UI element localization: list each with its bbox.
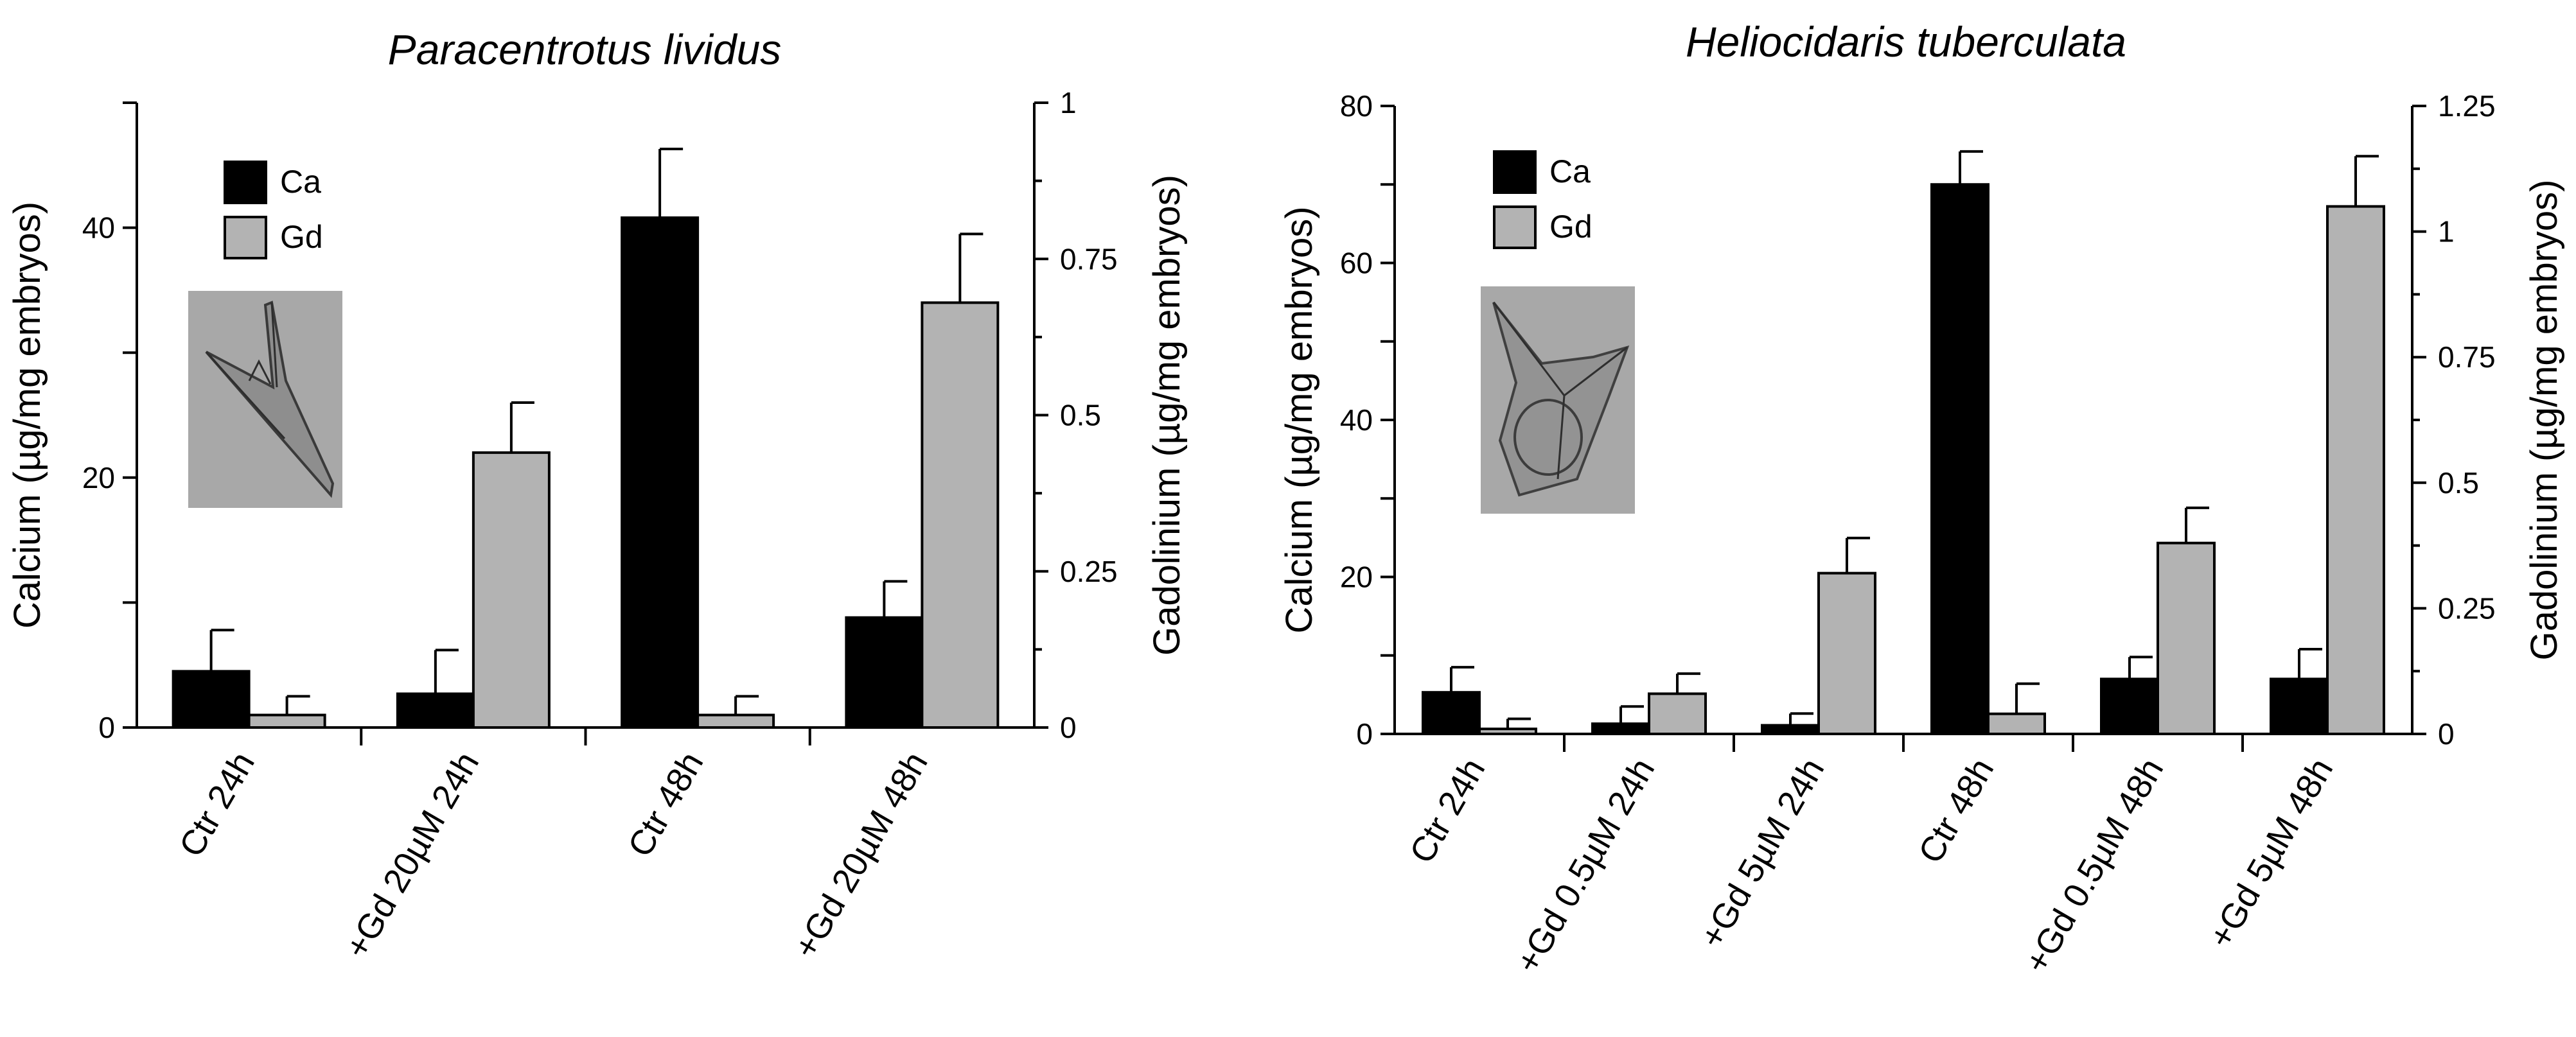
bar-ca xyxy=(396,692,475,729)
x-category-label: +Gd 20µM 48h xyxy=(786,745,935,965)
x-category-label: +Gd 0.5µM 48h xyxy=(2017,752,2171,980)
error-bar-ca xyxy=(1959,150,1983,185)
chart-panel-1: Paracentrotus lividus 0 20 40 0 0.25 0.5 0.75 1 C… xyxy=(6,26,1188,965)
y-tick-label-right: 1 xyxy=(2438,215,2455,248)
y-axis-title-left: Calcium (µg/mg embryos) xyxy=(1278,206,1320,633)
chart-title: Paracentrotus lividus xyxy=(388,26,782,73)
y-tick-label-left: 60 xyxy=(1340,247,1373,280)
y-tick-label-right: 0.75 xyxy=(2438,340,2496,374)
chart-panel-2: Heliocidaris tuberculata 0 20 40 60 80 0 0.25 0.… xyxy=(1278,18,2565,980)
y-tick-label-right: 1 xyxy=(1060,86,1077,119)
x-category-label: +Gd 20µM 24h xyxy=(337,745,486,965)
bar-gd xyxy=(1478,728,1537,736)
bar-ca xyxy=(2270,677,2329,736)
legend-swatch-gd xyxy=(1493,205,1537,249)
error-bar-ca xyxy=(2128,656,2153,679)
bar-ca xyxy=(845,616,924,729)
x-category-label: +Gd 5µM 48h xyxy=(2201,752,2341,955)
y-tick-label-left: 0 xyxy=(1356,717,1373,751)
x-category-label: Ctr 48h xyxy=(1911,752,2002,869)
y-tick-label-left: 40 xyxy=(1340,403,1373,437)
bar-ca xyxy=(2100,677,2159,736)
bar-ca xyxy=(1422,691,1481,736)
larva-body xyxy=(205,301,335,498)
error-bar-ca xyxy=(209,629,234,672)
x-category-label: +Gd 5µM 24h xyxy=(1693,752,1832,955)
legend-swatch-ca xyxy=(224,161,267,204)
error-bar-gd xyxy=(1676,672,1700,694)
error-bar-gd xyxy=(285,695,310,715)
larva-skeleton-rods xyxy=(205,302,286,440)
x-category-label: Ctr 48h xyxy=(621,745,711,863)
legend-label-ca: Ca xyxy=(280,164,321,200)
larva-skeleton-rods xyxy=(1492,302,1628,480)
y-tick-label-right: 0.25 xyxy=(1060,555,1118,588)
bar-gd xyxy=(696,713,775,729)
bar-gd xyxy=(472,451,551,729)
error-bar-gd xyxy=(509,401,534,453)
y-tick-label-right: 0.5 xyxy=(1060,399,1101,432)
legend-swatch-ca xyxy=(1493,150,1537,194)
error-bar-gd xyxy=(2015,682,2040,714)
chart-title: Heliocidaris tuberculata xyxy=(1686,18,2126,65)
y-axis-title-left: Calcium (µg/mg embryos) xyxy=(6,202,48,629)
y-tick-label-left: 0 xyxy=(98,711,115,744)
error-bar-gd xyxy=(1846,536,1870,573)
error-bar-gd xyxy=(2185,506,2209,543)
y-tick-label-right: 0 xyxy=(2438,717,2455,751)
bar-ca xyxy=(1591,722,1650,736)
error-bar-ca xyxy=(883,580,908,618)
y-tick-label-right: 0.25 xyxy=(2438,591,2496,625)
error-bar-ca xyxy=(1450,666,1474,693)
legend-label-ca: Ca xyxy=(1549,153,1591,189)
bar-ca xyxy=(1761,724,1820,735)
y-tick-label-left: 20 xyxy=(1340,561,1373,594)
larva-body xyxy=(1492,301,1630,497)
bar-ca xyxy=(172,670,251,729)
error-bar-ca xyxy=(434,649,459,694)
y-axis-title-right: Gadolinium (µg/mg embryos) xyxy=(1146,175,1188,656)
bar-gd xyxy=(1817,571,1876,736)
larva-inset-photo xyxy=(1481,286,1635,514)
error-bar-ca xyxy=(1619,705,1644,724)
y-tick-label-left: 40 xyxy=(82,211,115,245)
larva-inset-photo xyxy=(188,291,342,508)
y-tick-label-left: 80 xyxy=(1340,89,1373,123)
error-bar-ca xyxy=(1789,712,1813,726)
y-tick-label-right: 0 xyxy=(1060,711,1077,744)
bar-ca xyxy=(621,216,700,729)
error-bar-gd xyxy=(734,695,759,715)
error-bar-gd xyxy=(958,232,984,303)
x-category-label: Ctr 24h xyxy=(1402,752,1493,869)
x-category-label: +Gd 0.5µM 24h xyxy=(1508,752,1662,980)
y-tick-label-right: 1.25 xyxy=(2438,89,2496,123)
bar-ca xyxy=(1930,183,1989,735)
larva-gut xyxy=(1513,399,1583,476)
bar-gd xyxy=(2157,541,2216,735)
x-category-label: Ctr 24h xyxy=(172,745,263,863)
bar-gd xyxy=(247,713,326,729)
bar-gd xyxy=(1648,692,1707,735)
legend-label-gd: Gd xyxy=(1549,209,1592,245)
y-tick-label-right: 0.75 xyxy=(1060,242,1118,275)
y-axis-title-right: Gadolinium (µg/mg embryos) xyxy=(2523,180,2565,661)
bar-gd xyxy=(2326,205,2385,736)
y-tick-label-right: 0.5 xyxy=(2438,466,2479,500)
bar-gd xyxy=(921,301,1000,729)
error-bar-gd xyxy=(2354,155,2379,207)
error-bar-gd xyxy=(1506,717,1531,729)
bar-gd xyxy=(1987,712,2046,735)
error-bar-ca xyxy=(2298,647,2322,679)
y-tick-label-left: 20 xyxy=(82,461,115,494)
legend-swatch-gd xyxy=(224,216,267,259)
legend-label-gd: Gd xyxy=(280,219,323,255)
error-bar-ca xyxy=(658,148,684,218)
